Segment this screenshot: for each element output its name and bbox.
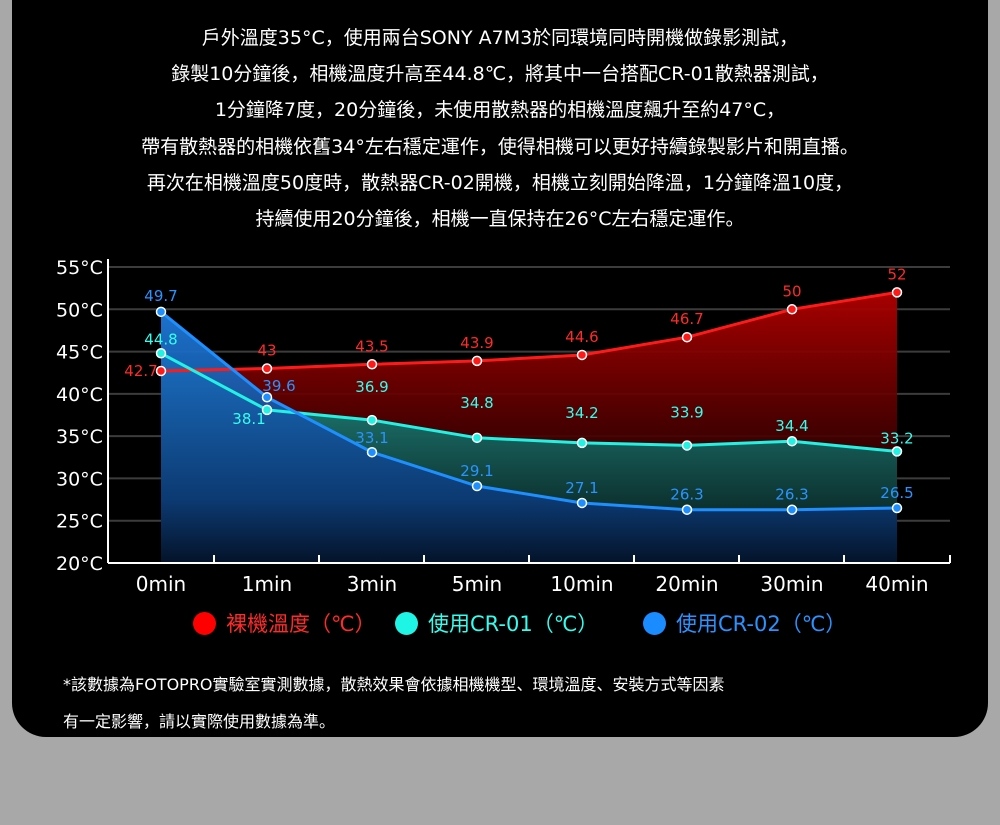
y-tick-label: 55°C [56, 257, 103, 279]
intro-line: 1分鐘降7度，20分鐘後，未使用散熱器的相機溫度飆升至約47°C， [214, 99, 786, 122]
data-label: 52 [887, 265, 906, 283]
data-label: 38.1 [232, 410, 265, 428]
data-point [155, 306, 167, 318]
legend-label-cr02: 使用CR-02（℃） [676, 612, 847, 636]
data-label: 43.5 [355, 337, 388, 355]
intro-text: 戶外溫度35°C，使用兩台SONY A7M3於同環境同時開機做錄影測試， 錄製1… [0, 20, 1000, 237]
data-label: 50 [782, 282, 801, 300]
x-tick-label: 10min [550, 572, 613, 596]
legend-label-cr01: 使用CR-01（℃） [428, 612, 599, 636]
data-point [681, 331, 693, 343]
y-tick-label: 25°C [56, 511, 103, 533]
data-label: 33.1 [355, 429, 388, 447]
y-tick-label: 50°C [56, 299, 103, 321]
data-point [891, 502, 903, 514]
data-label: 26.3 [670, 486, 703, 504]
intro-line: 再次在相機溫度50度時，散熱器CR-02開機，相機立刻開始降溫，1分鐘降溫10度… [146, 171, 854, 194]
data-label: 46.7 [670, 310, 703, 328]
intro-line: 帶有散熱器的相機依舊34°左右穩定運作，使得相機可以更好持續錄製影片和開直播。 [141, 135, 859, 158]
data-point [366, 359, 378, 370]
intro-line: 戶外溫度35°C，使用兩台SONY A7M3於同環境同時開機做錄影測試， [201, 27, 799, 49]
data-point [681, 440, 693, 451]
legend-item-cr02: 使用CR-02（℃） [643, 608, 846, 638]
x-tick-label: 3min [347, 572, 397, 596]
data-point [576, 349, 588, 361]
data-label: 39.6 [262, 377, 295, 395]
data-label: 43 [257, 341, 276, 359]
line-cr01 [160, 351, 898, 453]
data-point [681, 504, 693, 515]
intro-line: 錄製10分鐘後，相機溫度升高至44.8℃，將其中一台搭配CR-01散熱器測試， [171, 63, 829, 86]
data-point [155, 365, 167, 377]
data-label: 43.9 [460, 334, 493, 352]
x-tick-label: 5min [452, 572, 502, 596]
area-cr02 [161, 311, 897, 563]
data-point [786, 304, 798, 315]
legend-red-dot [193, 611, 216, 635]
x-tick-label: 40min [865, 572, 928, 596]
data-point [155, 348, 167, 359]
data-point [261, 363, 273, 374]
line-bare [160, 290, 898, 373]
data-label: 34.4 [775, 417, 808, 435]
data-point [891, 287, 903, 298]
x-tick-label: 20min [655, 572, 718, 596]
footnote: *該數據為FOTOPRO實驗室實測數據，散熱效果會依據相機機型、環境溫度、安裝方… [63, 666, 943, 740]
data-label: 34.2 [565, 404, 598, 422]
x-tick-label: 30min [760, 572, 823, 596]
data-point [471, 355, 483, 367]
legend-item-cr01: 使用CR-01（℃） [395, 608, 598, 638]
data-point [366, 446, 378, 458]
line-cr02 [160, 310, 898, 512]
legend-blue-dot [643, 611, 666, 635]
temperature-line-chart: 20°C 25°C 30°C 35°C 40°C 45°C 50°C 55°C 0min 1min… [56, 257, 951, 596]
data-label: 36.9 [355, 378, 388, 396]
data-label: 34.8 [460, 394, 493, 412]
data-point [576, 437, 588, 449]
data-point [786, 435, 798, 447]
y-tick-label: 20°C [56, 553, 103, 575]
data-point [261, 404, 273, 416]
data-label: 49.7 [144, 287, 177, 305]
data-label: 33.9 [670, 403, 703, 421]
data-point [786, 504, 798, 515]
chart-legend: 裸機溫度（℃） 使用CR-01（℃） 使用CR-02（℃） [0, 608, 1000, 642]
legend-cyan-dot [395, 611, 418, 635]
data-label: 44.8 [144, 330, 177, 348]
data-point [471, 480, 483, 492]
data-label: 26.5 [880, 484, 913, 502]
data-point [576, 497, 588, 509]
data-point [891, 446, 903, 457]
y-tick-label: 45°C [56, 342, 103, 364]
legend-label-bare: 裸機溫度（℃） [226, 612, 376, 636]
data-point [471, 432, 483, 444]
footnote-line: 有一定影響，請以實際使用數據為準。 [63, 712, 336, 731]
x-tick-label: 1min [242, 572, 292, 596]
y-tick-label: 40°C [56, 384, 103, 406]
data-label: 42.7 [124, 362, 157, 380]
y-tick-label: 30°C [56, 468, 103, 490]
footnote-line: *該數據為FOTOPRO實驗室實測數據，散熱效果會依據相機機型、環境溫度、安裝方… [63, 675, 725, 694]
data-label: 33.2 [880, 429, 913, 447]
legend-item-bare: 裸機溫度（℃） [193, 608, 376, 638]
x-tick-label: 0min [136, 572, 186, 596]
data-label: 26.3 [775, 486, 808, 504]
data-label: 29.1 [460, 462, 493, 480]
y-tick-label: 35°C [56, 426, 103, 448]
data-point [366, 414, 378, 426]
data-point [261, 391, 273, 403]
data-label: 27.1 [565, 479, 598, 497]
data-label: 44.6 [565, 328, 598, 346]
intro-line: 持續使用20分鐘後，相機一直保持在26°C左右穩定運作。 [255, 208, 745, 231]
